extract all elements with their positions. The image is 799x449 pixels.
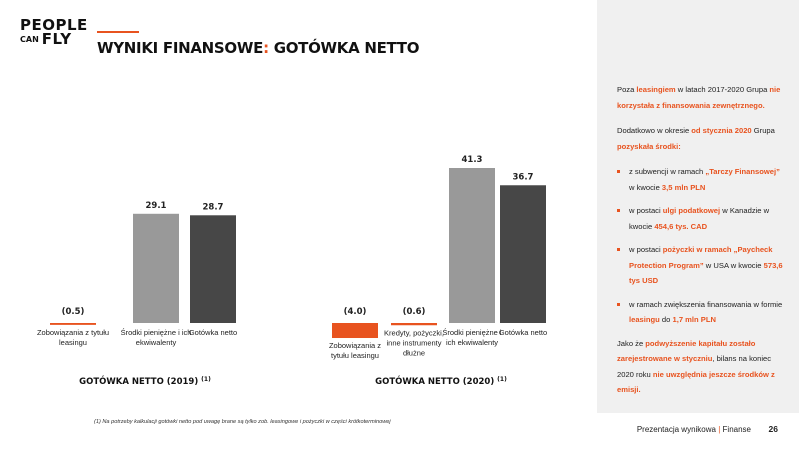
title-colon: : [263,39,269,57]
category-label-1-1-0: Kredyty, pożyczki, [384,328,444,337]
bar-1-3 [500,185,546,323]
category-label-0-1-0: Środki pieniężne i ich [121,328,192,337]
footnote: (1) Na potrzeby kalkulacji gotówki netto… [94,419,391,425]
category-label-1-0-1: tytułu leasingu [331,351,379,360]
sidebar-p1-run-0: Poza [617,85,637,94]
sidebar-bullet-1-run-2: w Kanadzie w kwocie [629,206,770,231]
logo: PEOPLE CAN FLY [20,18,88,47]
category-label-1-1-2: dłużne [403,348,425,357]
bar-1-1 [391,323,437,326]
bar-0-1 [133,213,179,323]
bar-1-0 [332,323,378,339]
sidebar-p3-run-2: , bilans na koniec 2020 roku [617,354,772,379]
logo-line2: CAN FLY [20,32,88,47]
sidebar-bullet-1-run-0: w postaci [629,206,663,215]
bar-value-label-1-3: 36.7 [513,172,534,182]
sidebar-bullet-0-run-0: z subwencji w ramach [629,167,706,176]
sidebar-p3-run-1: podwyższenie kapitału zostało zarejestro… [617,338,756,364]
title-sub: GOTÓWKA NETTO [268,39,420,57]
category-label-1-0-0: Zobowiązania z [329,341,381,350]
category-label-1-2-0: Środki pieniężne i [442,328,502,337]
bullet-marker-icon [617,302,620,306]
category-label-0-1-1: ekwiwalenty [136,338,177,347]
sidebar-bullet-2-run-3: 573,6 tys USD [629,260,783,286]
bar-0-0 [50,323,96,325]
sidebar-p1-run-2: w latach 2017-2020 Grupa [675,85,770,94]
footer-bar [597,413,799,449]
bullet-marker-icon [617,209,620,212]
sidebar-p3-run-3: nie uwzględnia jeszcze środków z emisji. [617,369,775,395]
sidebar-bullet-1-run-3: 454,6 tys. CAD [654,221,708,231]
bar-0-2 [190,215,236,323]
sidebar-bullet-0-run-2: w kwocie [629,182,662,192]
page-title: WYNIKI FINANSOWE: GOTÓWKA NETTO [97,39,420,57]
chart-title-0: GOTÓWKA NETTO (2019) (1) [79,375,211,387]
sidebar-content: Poza leasingiem w latach 2017-2020 Grupa… [617,82,785,408]
sidebar-bullet-0-run-3: 3,5 mln PLN [661,182,706,192]
bar-value-label-0-2: 28.7 [203,202,224,212]
sidebar-p2-run-0: Dodatkowo w okresie [617,126,692,135]
sidebar-bullet-2-run-1: pożyczki w ramach „Paycheck Protection P… [629,245,773,270]
logo-fly: FLY [41,30,72,48]
page-number: 26 [768,424,778,434]
sidebar-bullet-1: w postaci ulgi podatkowej w Kanadzie w k… [617,203,785,234]
bullet-marker-icon [617,248,620,251]
bar-value-label-1-0: (4.0) [344,307,367,317]
sidebar-bullet-list: z subwencji w ramach „Tarczy Finansowej”… [617,164,785,328]
category-label-0-0-1: leasingu [59,338,87,347]
bar-value-label-0-0: (0.5) [62,307,85,317]
category-label-1-1-1: inne instrumenty [386,338,441,347]
chart-title-1: GOTÓWKA NETTO (2020) (1) [375,375,507,387]
sidebar-p1-run-1: leasingiem [636,85,676,94]
logo-line1: PEOPLE [20,16,88,34]
footer-section: Finanse [722,425,751,434]
sidebar-bullet-3: w ramach zwiększenia finansowania w form… [617,297,785,328]
sidebar-p2-run-3: pozyskała środki: [617,141,681,151]
sidebar-bullet-0: z subwencji w ramach „Tarczy Finansowej”… [617,164,785,195]
bar-value-label-0-1: 29.1 [146,201,167,211]
sidebar-bullet-3-run-3: 1,7 mln PLN [672,315,716,324]
sidebar-panel: Poza leasingiem w latach 2017-2020 Grupa… [597,0,799,449]
sidebar-bullet-3-run-0: w ramach zwiększenia finansowania w form… [629,299,783,309]
category-label-1-2-1: ich ekwiwalenty [446,338,498,347]
sidebar-paragraph-1: Poza leasingiem w latach 2017-2020 Grupa… [617,82,785,113]
sidebar-paragraph-3: Jako że podwyższenie kapitału zostało za… [617,336,785,398]
title-rule [97,31,139,33]
bullet-marker-icon [617,170,620,173]
sidebar-bullet-3-run-1: leasingu [629,315,660,324]
footer-label: Prezentacja wynikowa [636,425,716,434]
chart-title-note-1: (1) [497,376,507,383]
sidebar-bullet-2-run-2: w USA w kwocie [703,260,764,270]
sidebar-bullet-1-run-1: ulgi podatkowej [662,206,721,215]
sidebar-p1-run-3: nie korzystała z finansowania zewnętrzne… [617,85,781,110]
category-label-1-3-0: Gotówka netto [499,328,547,337]
category-label-0-2-0: Gotówka netto [189,328,237,337]
sidebar-p3-run-0: Jako że [617,338,646,348]
sidebar-p2-run-1: od stycznia 2020 [691,126,752,135]
category-label-0-0-0: Zobowiązania z tytułu [37,328,109,337]
chart-title-note-0: (1) [201,376,211,383]
sidebar-bullet-0-run-1: „Tarczy Finansowej” [705,167,780,176]
bar-value-label-1-2: 41.3 [462,155,483,165]
sidebar-paragraph-2: Dodatkowo w okresie od stycznia 2020 Gru… [617,123,785,154]
sidebar-bullet-2: w postaci pożyczki w ramach „Paycheck Pr… [617,242,785,289]
sidebar-bullet-3-run-2: do [659,315,673,324]
title-main: WYNIKI FINANSOWE [97,39,264,57]
bar-value-label-1-1: (0.6) [403,307,426,317]
sidebar-bullet-2-run-0: w postaci [629,245,663,254]
logo-small: CAN [20,34,39,44]
footer-text: Prezentacja wynikowa | Finanse [637,425,751,434]
sidebar-p2-run-2: Grupa [751,126,775,135]
footer-separator: | [718,425,721,434]
bar-1-2 [449,168,495,323]
